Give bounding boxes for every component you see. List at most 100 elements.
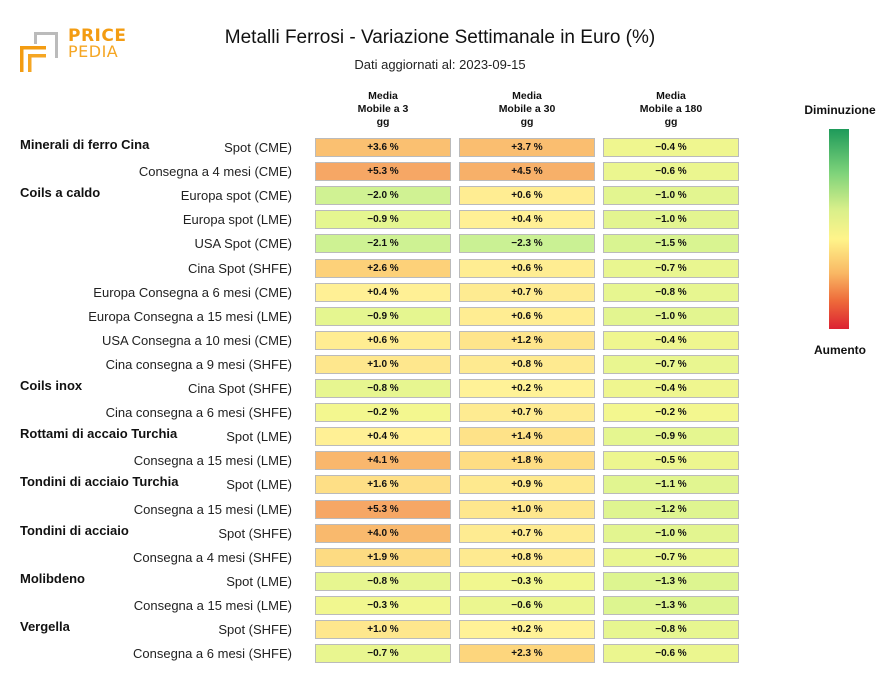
heatmap-cell: −0.9 %: [315, 210, 451, 230]
legend-color-bar: [829, 129, 849, 329]
heatmap-cell: −1.0 %: [603, 210, 739, 230]
heatmap-cell: +0.6 %: [315, 330, 451, 350]
heatmap-cell: +1.8 %: [459, 451, 595, 471]
heatmap-cell: −2.0 %: [315, 186, 451, 206]
row-label: Spot (LME): [226, 429, 292, 445]
group-label: Tondini di acciaio Turchia: [20, 474, 179, 490]
row-label: Europa spot (LME): [182, 212, 292, 228]
heatmap-cell: −0.7 %: [315, 644, 451, 664]
heatmap-cell: −0.8 %: [315, 571, 451, 591]
column-header-2: Media Mobile a 30 gg: [498, 90, 556, 128]
row-label: Spot (LME): [226, 477, 292, 493]
legend-label-decrease: Diminuzione: [804, 103, 876, 117]
heatmap-cell: +0.2 %: [459, 620, 595, 639]
heatmap-cell: +0.2 %: [459, 379, 595, 398]
heatmap-cell: +5.3 %: [315, 499, 451, 519]
row-label: Spot (SHFE): [218, 525, 292, 541]
heatmap-cell: +5.3 %: [315, 162, 451, 182]
heatmap-cell: −2.1 %: [315, 234, 451, 254]
heatmap-cell: +1.0 %: [459, 499, 595, 519]
logo-text-price: PRICE: [68, 26, 127, 46]
heatmap-cell: +0.7 %: [459, 403, 595, 423]
heatmap-cell: +0.4 %: [315, 282, 451, 302]
heatmap-cell: +3.6 %: [315, 138, 451, 157]
heatmap-cell: −1.0 %: [603, 523, 739, 543]
heatmap-cell: −0.8 %: [603, 282, 739, 302]
heatmap-cell: +0.4 %: [459, 210, 595, 230]
row-label: Cina consegna a 9 mesi (SHFE): [105, 356, 292, 372]
heatmap-cell: −1.0 %: [603, 306, 739, 326]
row-label: Cina Spot (SHFE): [187, 381, 292, 396]
heatmap-cell: +1.0 %: [315, 354, 451, 374]
logo-text-pedia: PEDIA: [68, 42, 119, 61]
group-label: Coils a caldo: [20, 185, 101, 201]
heatmap-cell: −1.0 %: [603, 186, 739, 206]
heatmap-cell: −1.1 %: [603, 475, 739, 495]
row-label: Consegna a 15 mesi (LME): [133, 453, 292, 469]
row-label: Consegna a 6 mesi (SHFE): [133, 646, 292, 662]
heatmap-cell: −0.6 %: [459, 595, 595, 615]
heatmap-cell: −1.2 %: [603, 499, 739, 519]
heatmap-cell: −0.8 %: [315, 379, 451, 398]
heatmap-cell: −0.3 %: [459, 571, 595, 591]
heatmap-cell: +0.6 %: [459, 186, 595, 206]
pricepedia-logo: PRICE PEDIA: [20, 26, 130, 74]
heatmap-cell: +4.1 %: [315, 451, 451, 471]
heatmap-cell: +1.4 %: [459, 427, 595, 447]
heatmap-cell: −0.4 %: [603, 138, 739, 157]
heatmap-cell: −1.3 %: [603, 571, 739, 591]
heatmap-cell: −2.3 %: [459, 234, 595, 254]
legend-label-increase: Aumento: [814, 343, 866, 357]
heatmap-cell: +1.6 %: [315, 475, 451, 495]
heatmap-cell: +4.0 %: [315, 523, 451, 543]
heatmap-cell: +0.8 %: [459, 354, 595, 374]
heatmap-cell: +1.9 %: [315, 547, 451, 567]
heatmap-cell: −0.7 %: [603, 547, 739, 567]
heatmap-cell: −0.3 %: [315, 595, 451, 615]
chart-subtitle: Dati aggiornati al: 2023-09-15: [354, 57, 526, 72]
logo-mark-icon: [20, 32, 58, 72]
heatmap-cell: −1.5 %: [603, 234, 739, 254]
heatmap-cell: −0.9 %: [315, 306, 451, 326]
heatmap-cell: +0.8 %: [459, 547, 595, 567]
column-header-1: Media Mobile a 3 gg: [357, 90, 409, 128]
row-label: Spot (LME): [226, 573, 292, 589]
heatmap-cell: +0.6 %: [459, 306, 595, 326]
row-label: Europa Consegna a 15 mesi (LME): [88, 308, 292, 324]
row-label: Consegna a 4 mesi (CME): [138, 164, 292, 180]
row-label: Spot (SHFE): [218, 622, 292, 637]
heatmap-cell: −0.4 %: [603, 379, 739, 398]
heatmap-cell: +2.3 %: [459, 644, 595, 664]
chart-title: Metalli Ferrosi - Variazione Settimanale…: [224, 27, 656, 48]
row-label: USA Spot (CME): [194, 236, 292, 252]
row-label: USA Consegna a 10 mesi (CME): [101, 332, 292, 348]
row-label: Consegna a 15 mesi (LME): [133, 501, 292, 517]
heatmap-cell: +0.6 %: [459, 258, 595, 278]
group-label: Molibdeno: [20, 570, 85, 586]
heatmap-cell: −1.3 %: [603, 595, 739, 615]
heatmap-cell: −0.6 %: [603, 644, 739, 664]
heatmap-cell: −0.2 %: [603, 403, 739, 423]
heatmap-cell: +0.7 %: [459, 523, 595, 543]
heatmap-cell: +4.5 %: [459, 162, 595, 182]
heatmap-cell: −0.5 %: [603, 451, 739, 471]
heatmap-cell: +1.0 %: [315, 620, 451, 639]
heatmap-cell: −0.7 %: [603, 258, 739, 278]
heatmap-cell: −0.4 %: [603, 330, 739, 350]
heatmap-cell: +0.7 %: [459, 282, 595, 302]
heatmap-cell: −0.6 %: [603, 162, 739, 182]
heatmap-cell: −0.8 %: [603, 620, 739, 639]
column-header-3: Media Mobile a 180 gg: [639, 90, 703, 128]
row-label: Cina consegna a 6 mesi (SHFE): [105, 405, 292, 421]
heatmap-cell: +0.9 %: [459, 475, 595, 495]
group-label: Vergella: [20, 619, 70, 634]
heatmap-cell: +3.7 %: [459, 138, 595, 157]
heatmap-cell: −0.9 %: [603, 427, 739, 447]
row-label: Consegna a 15 mesi (LME): [133, 597, 292, 613]
row-label: Europa spot (CME): [180, 188, 292, 204]
group-label: Rottami di accaio Turchia: [20, 426, 178, 442]
row-label: Cina Spot (SHFE): [187, 260, 292, 276]
heatmap-cell: +0.4 %: [315, 427, 451, 447]
group-label: Minerali di ferro Cina: [20, 137, 150, 152]
heatmap-cell: −0.7 %: [603, 354, 739, 374]
